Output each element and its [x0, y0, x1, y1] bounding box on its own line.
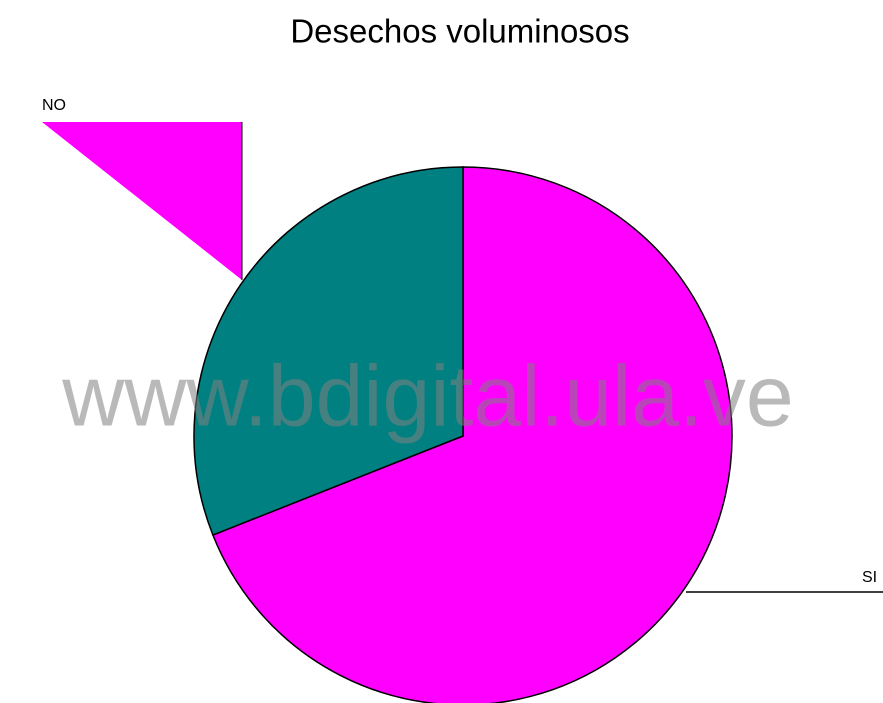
chart-title: Desechos voluminosos	[290, 13, 629, 50]
slice-label: SI	[862, 569, 877, 586]
pie	[193, 166, 733, 703]
watermark: www.bdigital.ula.ve	[61, 349, 793, 445]
label-leader	[42, 122, 242, 280]
slice-label: NO	[42, 97, 66, 114]
pie-slice	[211, 166, 733, 703]
pie-slice	[193, 166, 464, 536]
